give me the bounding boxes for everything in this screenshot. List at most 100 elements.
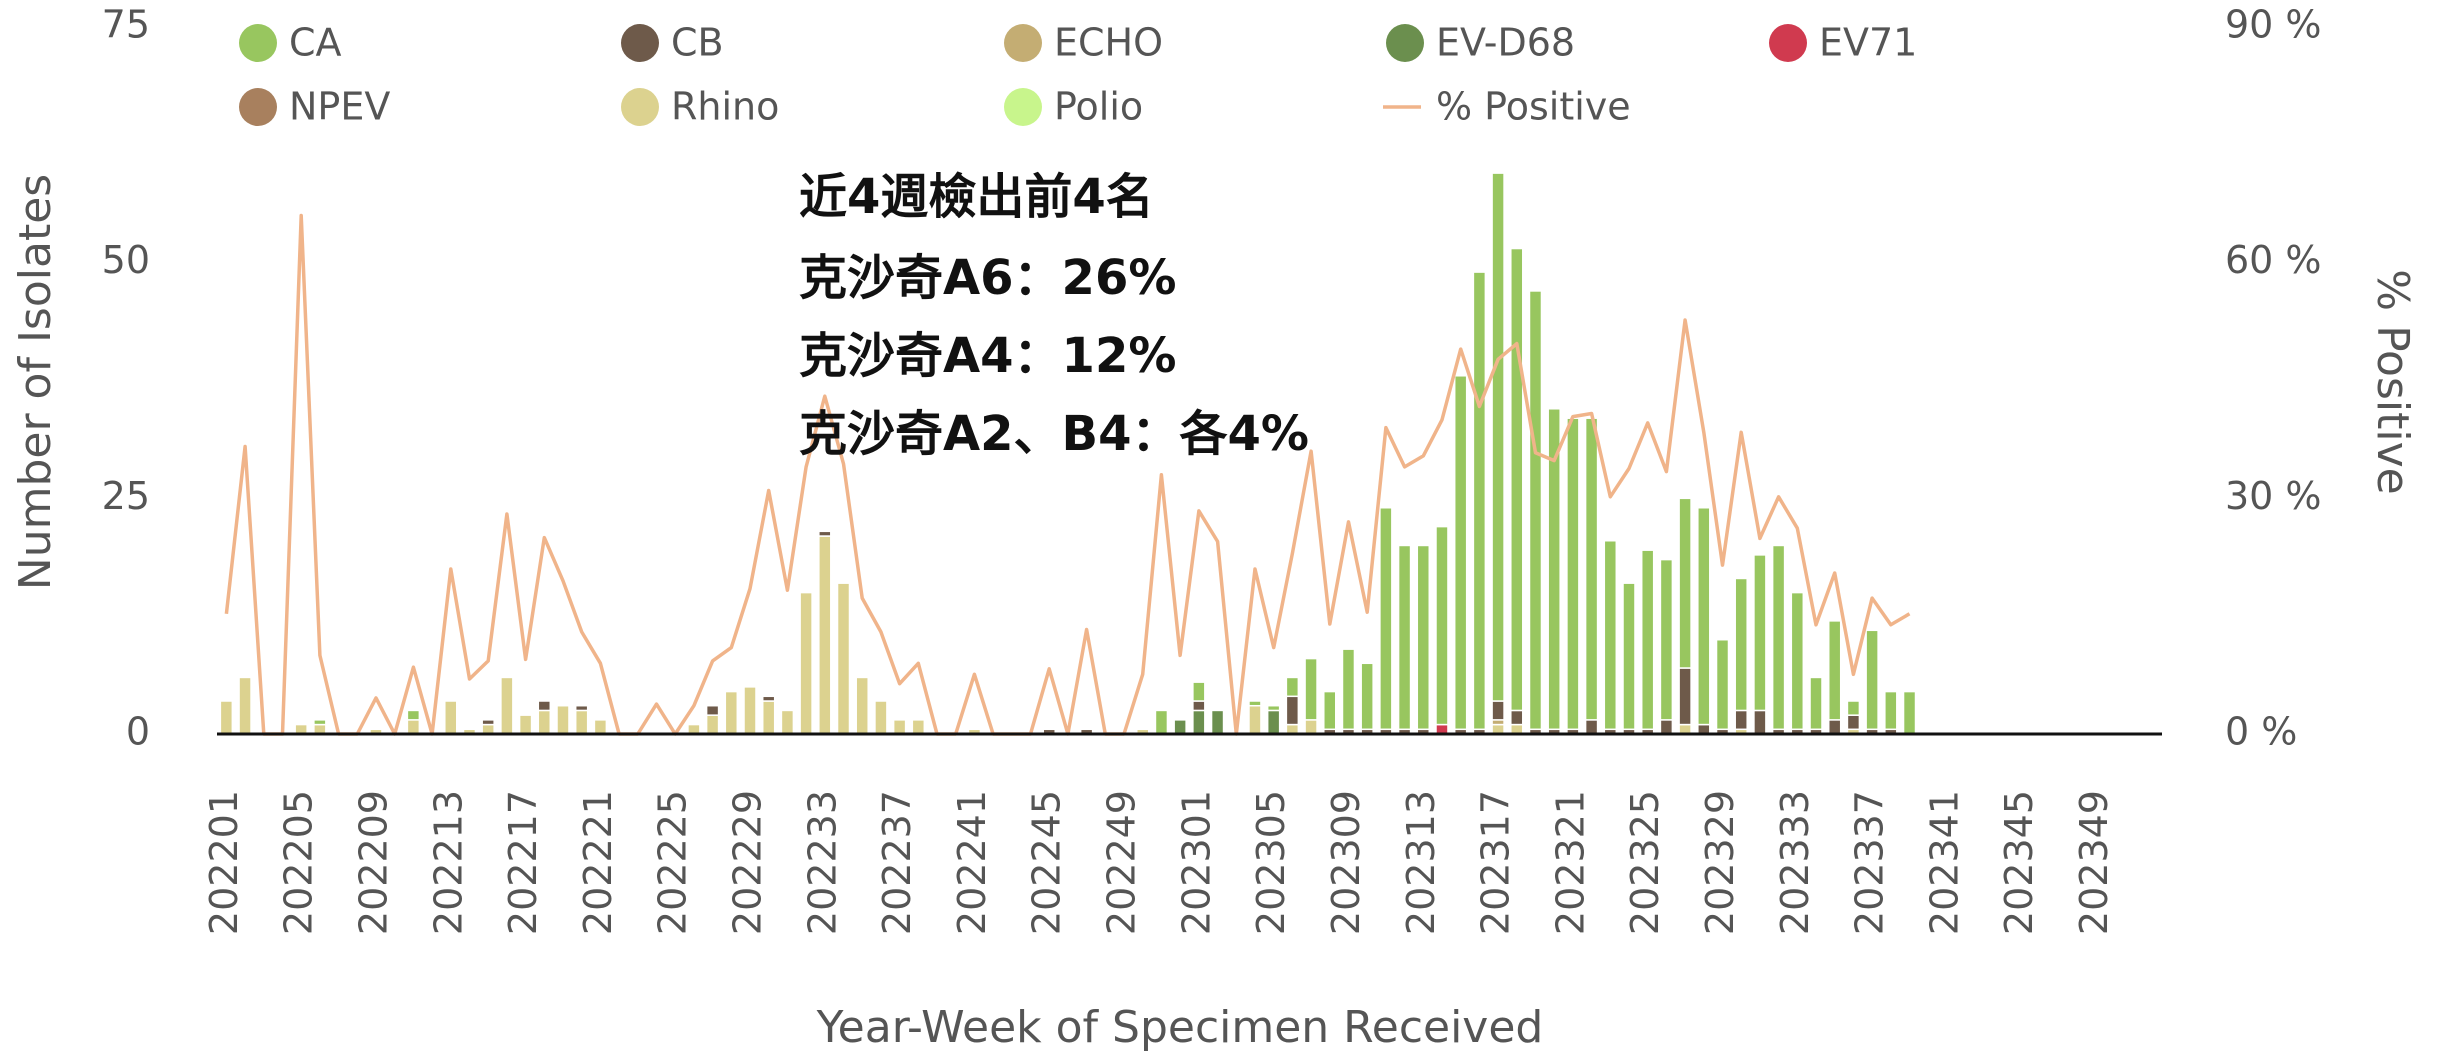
bar-segment [1809, 676, 1823, 731]
bar-segment [818, 530, 832, 537]
bar-segment [313, 719, 327, 726]
bar-segment [1566, 417, 1580, 731]
x-tick-label: 202337 [1848, 790, 1892, 935]
bar-segment [1790, 591, 1805, 731]
bar-segment [556, 704, 570, 735]
bar-segment [1192, 700, 1206, 712]
x-tick-label: 202237 [875, 790, 919, 935]
bar-segment [574, 704, 589, 712]
bar-segment [1846, 714, 1861, 731]
legend-swatch [1004, 88, 1042, 126]
bar-segment [705, 714, 720, 735]
bar-segment [1753, 709, 1767, 735]
bar-segment [705, 704, 720, 716]
bar-segment [1659, 719, 1674, 735]
bar-segment [1285, 695, 1300, 726]
y-tick-label: 50 [102, 238, 150, 282]
x-tick-label: 202313 [1399, 790, 1443, 935]
x-tick-label: 202213 [426, 790, 470, 935]
legend-label: EV71 [1819, 21, 1917, 65]
bar-segment [1771, 544, 1786, 731]
bar-segment [1510, 709, 1524, 726]
bar-segment [1510, 247, 1524, 712]
bar-segment [481, 719, 495, 726]
y2-tick-label: 0 % [2225, 710, 2297, 754]
bar-segment [593, 719, 608, 735]
legend-label: Rhino [671, 85, 779, 129]
bar-segment [537, 709, 552, 735]
bar-segment [1173, 719, 1187, 735]
bar-segment [1734, 577, 1748, 712]
bar-segment [1640, 549, 1655, 731]
bar-segment [892, 719, 907, 735]
legend-swatch [1386, 24, 1424, 62]
x-tick-label: 202233 [800, 790, 844, 935]
legend-label: NPEV [289, 85, 390, 129]
x-tick-label: 202249 [1100, 790, 1144, 935]
bar-segment [799, 591, 813, 735]
bar-segment [1547, 408, 1561, 731]
bar-segment [855, 676, 869, 735]
x-tick-label: 202325 [1623, 790, 1667, 935]
bar-segment [1659, 558, 1674, 721]
bar-segment [1192, 709, 1206, 735]
bar-segment [406, 709, 421, 721]
y2-axis-title: % Positive [2367, 269, 2418, 494]
bar-segment [1827, 620, 1842, 721]
bar-segment [1603, 540, 1618, 731]
y2-tick-label: 60 % [2225, 238, 2322, 282]
annotation: 克沙奇A2、B4：各4% [799, 406, 1309, 462]
bar-segment [874, 700, 888, 735]
bar-segment [1528, 290, 1543, 731]
x-tick-label: 202225 [651, 790, 695, 935]
bar-segment [1472, 271, 1487, 731]
bar-segment [1622, 582, 1636, 731]
x-tick-label: 202345 [1997, 790, 2041, 935]
bar-segment [500, 676, 514, 735]
bar-segment [1192, 681, 1206, 702]
bar-segment [574, 709, 589, 735]
y-axis-title: Number of Isolates [10, 174, 61, 590]
bar-segment [1416, 544, 1431, 731]
legend-label: CB [671, 21, 724, 65]
legend-swatch [1004, 24, 1042, 62]
y-tick-label: 0 [126, 710, 150, 754]
bar-segment [1304, 719, 1318, 735]
x-tick-label: 202305 [1249, 790, 1293, 935]
bar-segment [1902, 690, 1917, 735]
bar-segment [911, 719, 926, 735]
x-tick-label: 202349 [2072, 790, 2116, 935]
bar-segment [761, 695, 776, 702]
bar-segment [1584, 719, 1599, 735]
bar-segment [1248, 704, 1262, 735]
bar-segment [1154, 709, 1169, 735]
legend-label: EV-D68 [1436, 21, 1575, 65]
annotation: 克沙奇A4：12% [799, 328, 1176, 384]
x-tick-label: 202301 [1174, 790, 1218, 935]
x-tick-label: 202317 [1474, 790, 1518, 935]
bar-segment [1304, 657, 1318, 721]
bar-segment [1678, 497, 1692, 669]
x-tick-label: 202245 [1025, 790, 1069, 935]
bar-segment [743, 686, 757, 735]
bar-segment [1846, 700, 1861, 716]
y-tick-label: 25 [102, 474, 150, 518]
x-tick-label: 202333 [1773, 790, 1817, 935]
x-tick-label: 202321 [1548, 790, 1592, 935]
bar-segment [1884, 690, 1898, 731]
bar-segment [1827, 719, 1842, 735]
bar-segment [1379, 507, 1393, 731]
bar-segment [1210, 709, 1225, 735]
bar-segment [444, 700, 458, 735]
bar-segment [1360, 662, 1374, 731]
annotation: 克沙奇A6：26% [799, 250, 1176, 306]
bar-segment [518, 714, 533, 735]
x-tick-label: 202209 [351, 790, 395, 935]
bar-segment [1678, 667, 1692, 726]
x-tick-label: 202329 [1698, 790, 1742, 935]
bar-segment [1697, 507, 1711, 726]
bar-segment [238, 676, 252, 735]
x-tick-label: 202201 [202, 790, 246, 935]
bar-segment [537, 700, 552, 712]
y2-tick-label: 30 % [2225, 474, 2322, 518]
